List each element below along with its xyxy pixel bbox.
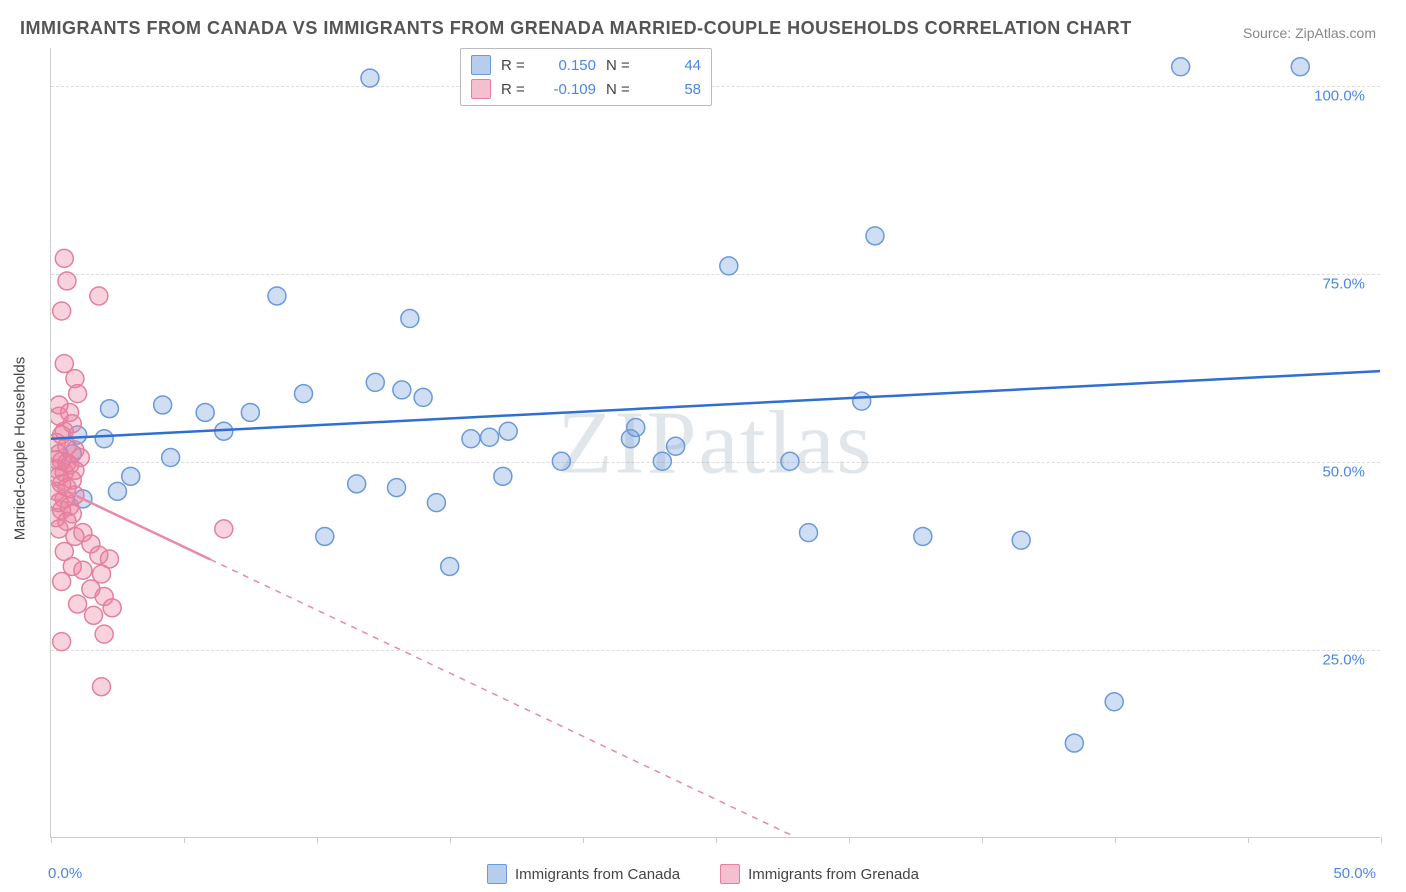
n-label: N =: [606, 57, 636, 74]
legend-row-canada: R = 0.150 N = 44: [471, 53, 701, 77]
r-value-canada: 0.150: [541, 57, 596, 74]
legend-item-canada: Immigrants from Canada: [487, 864, 680, 884]
xtick: [849, 837, 850, 843]
legend-label-canada: Immigrants from Canada: [515, 866, 680, 883]
r-label: R =: [501, 81, 531, 98]
xtick-label: 50.0%: [1333, 865, 1376, 882]
r-value-grenada: -0.109: [541, 81, 596, 98]
n-value-grenada: 58: [646, 81, 701, 98]
swatch-grenada-icon: [720, 864, 740, 884]
xtick: [1381, 837, 1382, 843]
swatch-canada-icon: [487, 864, 507, 884]
xtick: [1248, 837, 1249, 843]
legend-label-grenada: Immigrants from Grenada: [748, 866, 919, 883]
xtick: [184, 837, 185, 843]
n-label: N =: [606, 81, 636, 98]
swatch-canada: [471, 55, 491, 75]
xtick: [317, 837, 318, 843]
n-value-canada: 44: [646, 57, 701, 74]
legend-item-grenada: Immigrants from Grenada: [720, 864, 919, 884]
correlation-legend: R = 0.150 N = 44 R = -0.109 N = 58: [460, 48, 712, 106]
swatch-grenada: [471, 79, 491, 99]
xtick: [51, 837, 52, 843]
source-attribution: Source: ZipAtlas.com: [1243, 25, 1376, 41]
chart-title: IMMIGRANTS FROM CANADA VS IMMIGRANTS FRO…: [20, 18, 1132, 39]
xtick: [716, 837, 717, 843]
plot-area: ZIPatlas 25.0%50.0%75.0%100.0%: [50, 48, 1380, 838]
xtick: [982, 837, 983, 843]
xtick-label: 0.0%: [48, 865, 82, 882]
r-label: R =: [501, 57, 531, 74]
series-legend: Immigrants from Canada Immigrants from G…: [0, 864, 1406, 884]
xtick: [450, 837, 451, 843]
xtick: [583, 837, 584, 843]
legend-row-grenada: R = -0.109 N = 58: [471, 77, 701, 101]
xtick: [1115, 837, 1116, 843]
y-axis-label: Married-couple Households: [12, 357, 29, 540]
scatter-plot-svg: [51, 48, 1380, 837]
